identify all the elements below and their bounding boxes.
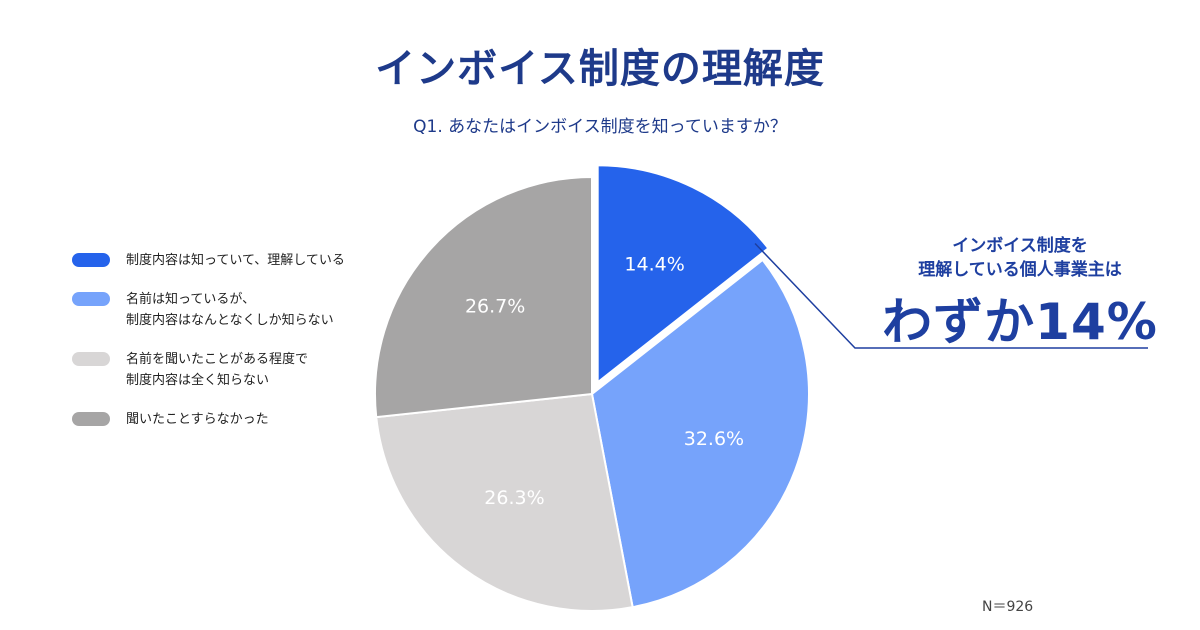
callout-highlight: わずか14% (882, 293, 1158, 351)
legend: 制度内容は知っていて、理解している名前は知っているが、 制度内容はなんとなくしか… (72, 250, 392, 448)
legend-swatch (72, 253, 110, 267)
legend-label: 名前を聞いたことがある程度で 制度内容は全く知らない (126, 352, 309, 388)
pie-slice (375, 392, 634, 612)
legend-label: 聞いたことすらなかった (126, 412, 269, 427)
legend-swatch (72, 352, 110, 366)
slice-label: 32.6% (684, 428, 744, 450)
legend-item: 名前は知っているが、 制度内容はなんとなくしか知らない (72, 289, 392, 331)
pie-slice (590, 258, 810, 609)
chart-question: Q1. あなたはインボイス制度を知っていますか？ (413, 117, 787, 137)
callout-text: インボイス制度を 理解している個人事業主は (918, 236, 1122, 280)
legend-label: 制度内容は知っていて、理解している (126, 253, 345, 268)
callout-leader-line (754, 242, 1148, 349)
legend-swatch (72, 412, 110, 426)
pie-slice (374, 175, 593, 419)
sample-size: N＝926 (982, 599, 1034, 615)
legend-item: 名前を聞いたことがある程度で 制度内容は全く知らない (72, 349, 392, 391)
slice-label: 14.4% (624, 254, 684, 276)
legend-label: 名前は知っているが、 制度内容はなんとなくしか知らない (126, 292, 334, 328)
legend-swatch (72, 292, 110, 306)
legend-item: 聞いたことすらなかった (72, 409, 392, 430)
legend-item: 制度内容は知っていて、理解している (72, 250, 392, 271)
slice-label: 26.7% (465, 295, 525, 317)
chart-title: インボイス制度の理解度 (375, 46, 825, 92)
slice-label: 26.3% (484, 487, 544, 509)
pie-slice (596, 164, 770, 385)
